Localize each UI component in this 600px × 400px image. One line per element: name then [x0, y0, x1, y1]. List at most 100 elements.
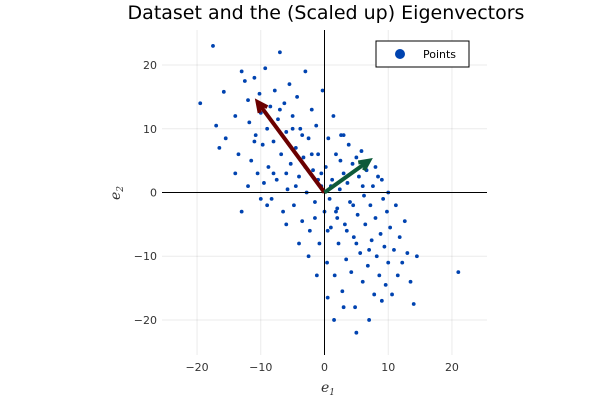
data-point: [281, 209, 285, 214]
data-point: [211, 44, 215, 48]
data-point: [249, 158, 254, 163]
data-point: [239, 69, 244, 74]
data-point: [301, 155, 306, 160]
data-point: [271, 171, 276, 176]
data-point: [402, 219, 407, 224]
data-point: [263, 66, 268, 71]
data-point: [332, 273, 337, 278]
data-point: [320, 88, 325, 93]
data-point: [223, 136, 228, 141]
data-point: [290, 114, 295, 118]
data-point: [351, 235, 356, 240]
data-point: [265, 203, 270, 208]
data-point: [360, 184, 365, 189]
data-point: [334, 209, 338, 214]
data-point: [365, 263, 370, 268]
data-point: [282, 101, 287, 106]
data-point: [239, 209, 244, 214]
data-point: [221, 89, 226, 94]
eigenvector-1-shaft: [255, 100, 327, 194]
data-point: [351, 203, 356, 208]
data-point: [290, 126, 295, 131]
y-tick-label: 10: [143, 123, 157, 136]
data-point: [271, 139, 276, 144]
data-point: [319, 171, 324, 176]
eigenvector-2-head: [357, 157, 373, 172]
data-point: [367, 247, 372, 252]
data-point: [342, 222, 347, 227]
data-point: [337, 187, 342, 192]
data-point: [317, 241, 322, 246]
data-point: [325, 260, 329, 265]
data-point: [233, 114, 238, 118]
data-point: [292, 203, 296, 208]
data-point: [357, 174, 361, 179]
x-tick-label: −10: [249, 361, 272, 374]
data-point: [293, 145, 298, 150]
data-point: [379, 298, 384, 303]
data-point: [335, 216, 340, 220]
data-point: [274, 177, 279, 182]
data-point: [242, 79, 247, 83]
data-point: [313, 216, 317, 220]
data-point: [268, 104, 273, 109]
data-point: [269, 196, 274, 201]
data-point: [309, 152, 314, 157]
y-tick-label: 0: [150, 187, 157, 200]
data-point: [344, 228, 349, 233]
data-point: [405, 251, 410, 255]
data-point: [346, 142, 351, 147]
data-point: [297, 174, 301, 179]
data-point: [386, 260, 391, 265]
data-point: [373, 216, 378, 220]
data-point: [400, 260, 405, 265]
data-point: [257, 91, 262, 96]
data-point: [325, 228, 330, 233]
data-point: [272, 88, 277, 93]
data-point: [354, 155, 359, 160]
data-point: [392, 247, 396, 252]
data-point: [388, 225, 393, 230]
data-point: [382, 244, 387, 249]
x-tick-label: 10: [381, 361, 395, 374]
x-axis-label: e1: [321, 380, 335, 398]
eigenvector-2-shaft: [323, 159, 371, 195]
data-point: [334, 152, 338, 157]
data-point: [338, 158, 343, 163]
data-point: [279, 152, 284, 157]
data-point: [415, 254, 419, 259]
legend-label-points: Points: [423, 48, 456, 61]
data-point: [246, 184, 250, 189]
data-point: [309, 107, 314, 112]
data-point: [377, 273, 382, 278]
data-point: [327, 196, 332, 201]
data-point: [316, 152, 321, 157]
data-point: [349, 270, 354, 275]
data-point: [358, 251, 363, 255]
data-point: [303, 69, 308, 74]
data-point: [344, 257, 349, 262]
data-point: [262, 181, 266, 185]
data-point: [336, 241, 341, 246]
data-point: [284, 171, 289, 176]
data-point: [252, 75, 257, 80]
data-point: [345, 181, 350, 185]
data-point: [311, 168, 315, 173]
data-point: [253, 133, 258, 138]
data-point: [247, 120, 252, 125]
data-point: [383, 283, 388, 287]
data-point: [266, 165, 271, 169]
legend-marker-points: [395, 49, 405, 59]
y-tick-label: 20: [143, 59, 157, 72]
data-point: [306, 254, 311, 259]
data-point: [373, 165, 378, 169]
data-point: [363, 222, 368, 227]
data-point: [362, 193, 366, 198]
data-point: [276, 117, 280, 122]
data-point: [313, 200, 317, 204]
data-point: [300, 133, 305, 138]
data-point: [348, 200, 352, 204]
data-point: [252, 139, 257, 144]
data-point: [368, 203, 373, 208]
data-point: [379, 177, 384, 182]
